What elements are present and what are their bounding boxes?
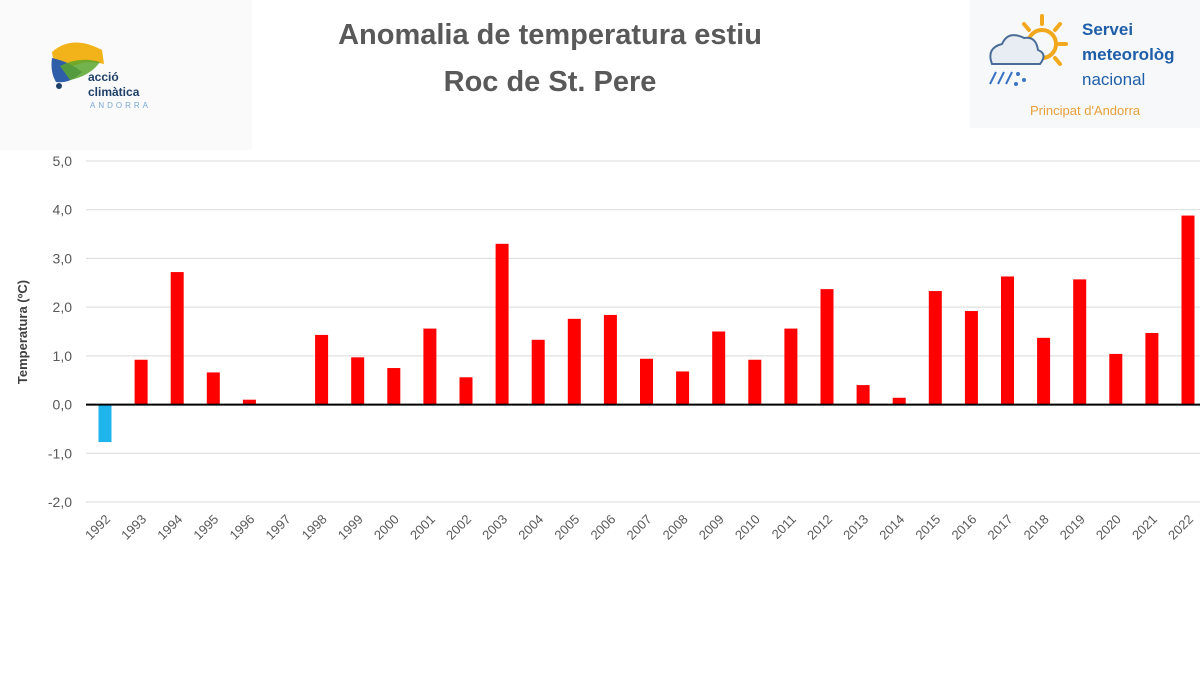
- grid-lines: [86, 160, 1200, 503]
- bar-2002: [459, 377, 473, 405]
- x-tick-label: 2012: [804, 512, 835, 543]
- chart-title-line2: Roc de St. Pere: [443, 66, 657, 98]
- x-tick-label: 2020: [1093, 512, 1124, 543]
- y-tick-label: 1,0: [53, 348, 73, 364]
- accio-climatica-emblem-icon: [51, 42, 104, 89]
- bar-2001: [423, 328, 437, 405]
- bar-1993: [134, 359, 148, 405]
- bar-1999: [351, 357, 365, 405]
- chart-title-line1: Anomalia de temperatura estiu: [338, 19, 762, 51]
- logo-left-line2: climàtica: [88, 85, 140, 99]
- bar-2017: [1001, 276, 1014, 405]
- x-tick-label: 2005: [551, 512, 582, 543]
- bar-2010: [748, 359, 762, 405]
- bar-2000: [387, 368, 401, 405]
- x-tick-label: 2022: [1165, 512, 1196, 543]
- bar-1992: [98, 404, 112, 443]
- x-tick-label: 2019: [1057, 512, 1088, 543]
- x-tick-label: 2006: [587, 512, 618, 543]
- y-tick-label: 0,0: [53, 397, 73, 413]
- bar-1996: [242, 399, 256, 405]
- x-tick-label: 1998: [299, 512, 330, 543]
- accio-climatica-logo: acció climàtica ANDORRA: [0, 0, 252, 150]
- logo-right-line4: Principat d'Andorra: [1030, 103, 1141, 118]
- x-tick-label: 2007: [624, 512, 655, 543]
- x-tick-label: 2018: [1021, 512, 1052, 543]
- x-tick-label: 2002: [443, 512, 474, 543]
- x-tick-label: 1994: [154, 512, 185, 543]
- x-tick-label: 2001: [407, 512, 438, 543]
- bar-1995: [206, 372, 220, 405]
- y-axis-label: Temperatura (ºC): [15, 280, 30, 384]
- bar-2008: [676, 371, 690, 405]
- x-tick-label: 1992: [82, 512, 113, 543]
- x-tick-label: 2008: [660, 512, 691, 543]
- servei-meteorologic-logo: Servei meteorològ nacional Principat d'A…: [970, 0, 1200, 128]
- x-tick-label: 2017: [985, 512, 1016, 543]
- bar-1994: [170, 272, 184, 405]
- bar-2019: [1073, 279, 1087, 405]
- logo-right-line2: meteorològ: [1082, 45, 1175, 64]
- bar-2011: [784, 328, 798, 405]
- x-tick-label: 1995: [190, 512, 221, 543]
- y-tick-label: 4,0: [53, 202, 73, 218]
- logo-right-line1: Servei: [1082, 20, 1134, 39]
- bar-2007: [640, 358, 653, 405]
- y-tick-label: -1,0: [48, 445, 72, 461]
- y-tick-label: 2,0: [53, 299, 73, 315]
- x-tick-label: 2009: [696, 512, 727, 543]
- bar-2022: [1181, 215, 1195, 405]
- bar-2003: [495, 243, 509, 405]
- x-tick-label: 2000: [371, 512, 402, 543]
- x-tick-label: 2003: [479, 512, 510, 543]
- x-tick-label: 1996: [226, 512, 257, 543]
- bar-2005: [567, 318, 581, 405]
- bar-2021: [1145, 332, 1159, 405]
- bar-2015: [928, 291, 942, 405]
- x-tick-label: 2016: [948, 512, 979, 543]
- x-tick-label: 2013: [840, 512, 871, 543]
- y-tick-label: -2,0: [48, 494, 72, 510]
- bar-2013: [856, 385, 870, 405]
- bar-2020: [1109, 353, 1123, 405]
- x-tick-label: 1993: [118, 512, 149, 543]
- bar-2014: [892, 397, 906, 405]
- x-tick-label: 2010: [732, 512, 763, 543]
- x-tick-label: 2021: [1129, 512, 1160, 543]
- x-tick-label: 2015: [912, 512, 943, 543]
- logo-right-line3: nacional: [1082, 70, 1146, 89]
- bar-2018: [1037, 337, 1051, 405]
- sun-cloud-rain-icon: [989, 14, 1068, 86]
- logo-left-line1: acció: [88, 70, 119, 84]
- bar-2004: [531, 339, 545, 405]
- bars: [98, 215, 1195, 443]
- bar-2012: [820, 289, 834, 405]
- x-tick-label: 1997: [263, 512, 294, 543]
- bar-1998: [315, 334, 329, 405]
- logo-left-line3: ANDORRA: [90, 101, 152, 110]
- bar-2006: [603, 314, 617, 405]
- y-tick-label: 5,0: [53, 153, 73, 169]
- y-tick-label: 3,0: [53, 250, 73, 266]
- bar-2009: [712, 331, 726, 405]
- x-tick-label: 2004: [515, 512, 546, 543]
- x-tick-label: 1999: [335, 512, 366, 543]
- x-tick-label: 2011: [769, 512, 799, 542]
- x-tick-label: 2014: [876, 512, 907, 543]
- bar-2016: [964, 311, 978, 405]
